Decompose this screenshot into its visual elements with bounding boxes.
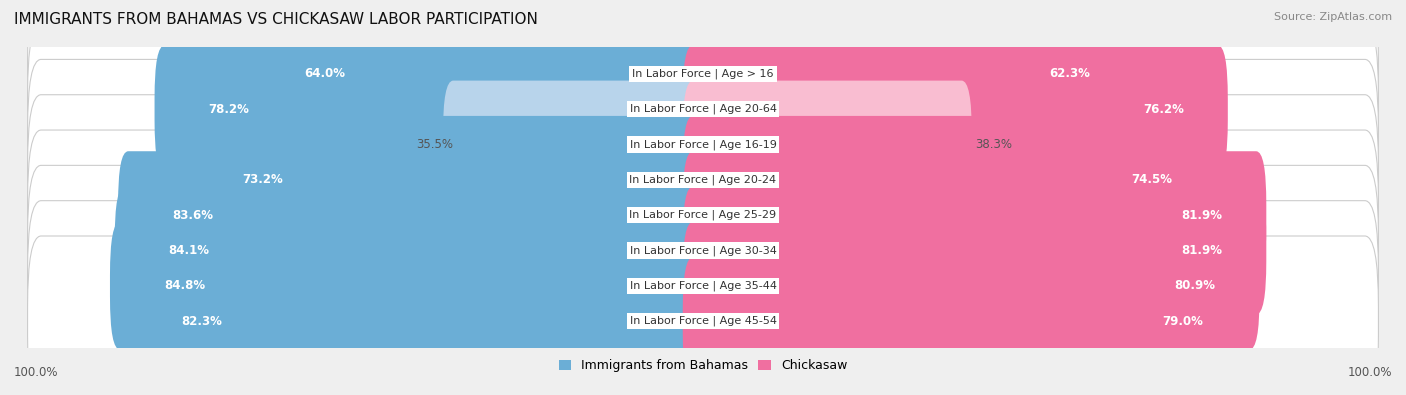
Text: 35.5%: 35.5% — [416, 138, 453, 151]
Text: In Labor Force | Age 20-24: In Labor Force | Age 20-24 — [630, 175, 776, 185]
FancyBboxPatch shape — [115, 186, 713, 314]
FancyBboxPatch shape — [127, 257, 713, 385]
FancyBboxPatch shape — [683, 10, 1133, 138]
FancyBboxPatch shape — [683, 222, 1260, 350]
FancyBboxPatch shape — [683, 186, 1267, 314]
FancyBboxPatch shape — [188, 116, 713, 244]
Text: 38.3%: 38.3% — [976, 138, 1012, 151]
FancyBboxPatch shape — [683, 45, 1227, 173]
Text: In Labor Force | Age 25-29: In Labor Force | Age 25-29 — [630, 210, 776, 220]
FancyBboxPatch shape — [683, 116, 1216, 244]
Text: In Labor Force | Age 30-34: In Labor Force | Age 30-34 — [630, 245, 776, 256]
Text: 100.0%: 100.0% — [1347, 366, 1392, 379]
FancyBboxPatch shape — [155, 45, 713, 173]
FancyBboxPatch shape — [118, 151, 713, 279]
Text: 82.3%: 82.3% — [181, 314, 222, 327]
Text: In Labor Force | Age 20-64: In Labor Force | Age 20-64 — [630, 104, 776, 115]
Text: 73.2%: 73.2% — [242, 173, 283, 186]
FancyBboxPatch shape — [28, 130, 1378, 300]
Text: 78.2%: 78.2% — [208, 103, 249, 116]
FancyBboxPatch shape — [28, 95, 1378, 265]
Text: In Labor Force | Age 35-44: In Labor Force | Age 35-44 — [630, 280, 776, 291]
Text: Source: ZipAtlas.com: Source: ZipAtlas.com — [1274, 12, 1392, 22]
Text: 84.8%: 84.8% — [165, 279, 205, 292]
Text: 62.3%: 62.3% — [1049, 68, 1090, 81]
Text: 76.2%: 76.2% — [1143, 103, 1184, 116]
Text: 74.5%: 74.5% — [1132, 173, 1173, 186]
FancyBboxPatch shape — [28, 166, 1378, 336]
FancyBboxPatch shape — [683, 81, 972, 209]
FancyBboxPatch shape — [110, 222, 713, 350]
Text: 79.0%: 79.0% — [1161, 314, 1202, 327]
Text: IMMIGRANTS FROM BAHAMAS VS CHICKASAW LABOR PARTICIPATION: IMMIGRANTS FROM BAHAMAS VS CHICKASAW LAB… — [14, 12, 538, 27]
FancyBboxPatch shape — [28, 201, 1378, 371]
Text: 81.9%: 81.9% — [1181, 244, 1222, 257]
Text: 84.1%: 84.1% — [169, 244, 209, 257]
FancyBboxPatch shape — [28, 236, 1378, 395]
Text: 81.9%: 81.9% — [1181, 209, 1222, 222]
FancyBboxPatch shape — [28, 59, 1378, 229]
Text: In Labor Force | Age 16-19: In Labor Force | Age 16-19 — [630, 139, 776, 150]
Text: In Labor Force | Age > 16: In Labor Force | Age > 16 — [633, 69, 773, 79]
FancyBboxPatch shape — [250, 10, 713, 138]
Text: In Labor Force | Age 45-54: In Labor Force | Age 45-54 — [630, 316, 776, 326]
Text: 64.0%: 64.0% — [305, 68, 346, 81]
Text: 100.0%: 100.0% — [14, 366, 59, 379]
FancyBboxPatch shape — [443, 81, 713, 209]
FancyBboxPatch shape — [28, 24, 1378, 194]
FancyBboxPatch shape — [683, 257, 1247, 385]
Text: 83.6%: 83.6% — [172, 209, 214, 222]
Legend: Immigrants from Bahamas, Chickasaw: Immigrants from Bahamas, Chickasaw — [554, 354, 852, 377]
Text: 80.9%: 80.9% — [1174, 279, 1216, 292]
FancyBboxPatch shape — [683, 151, 1267, 279]
FancyBboxPatch shape — [28, 0, 1378, 159]
